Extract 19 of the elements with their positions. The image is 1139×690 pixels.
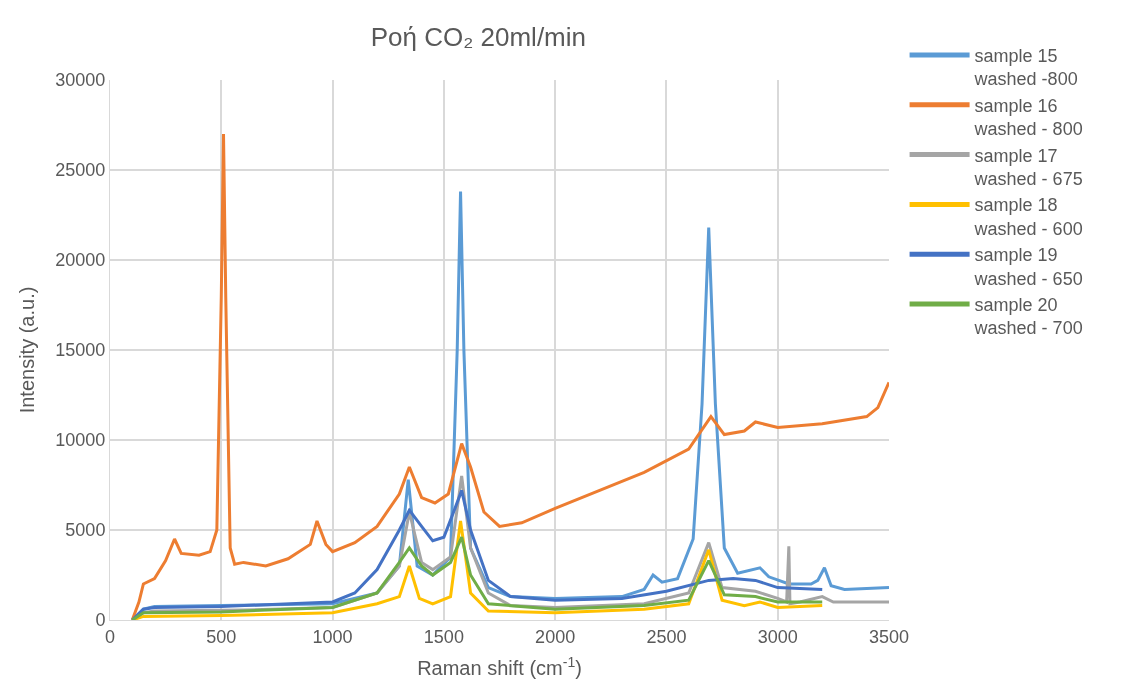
x-axis-title: Raman shift (cm$^{-1}$)	[417, 653, 582, 680]
x-tick-label: 1500	[423, 626, 464, 647]
y-tick-label: 0	[95, 610, 106, 631]
y-tick-label: 30000	[55, 70, 106, 91]
legend-label: sample 20 washed - 700	[973, 295, 1083, 339]
y-tick-label: 10000	[55, 430, 106, 451]
x-tick-label: 3000	[757, 626, 798, 647]
y-axis-title: Intensity (a.u.)	[15, 286, 38, 414]
chart-title: Ροή CO₂ 20ml/min	[370, 21, 587, 52]
y-tick-label: 20000	[55, 250, 106, 271]
x-tick-label: 2000	[535, 626, 576, 647]
line-series	[130, 535, 824, 620]
x-tick-label: 2500	[646, 626, 687, 647]
y-tick-label: 15000	[55, 340, 106, 361]
y-tick-label: 25000	[55, 160, 106, 181]
x-tick-label: 3500	[868, 626, 910, 647]
x-tick-label: 1000	[312, 626, 353, 647]
x-tick-label: 500	[206, 626, 237, 647]
y-tick-label: 5000	[65, 520, 106, 541]
